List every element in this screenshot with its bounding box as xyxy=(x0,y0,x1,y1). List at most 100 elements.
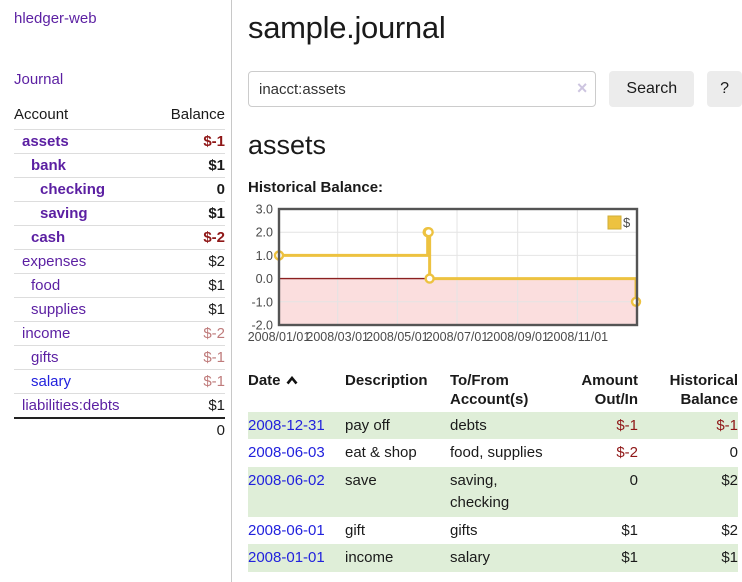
accounts-header-account: Account xyxy=(14,106,69,123)
search-input[interactable] xyxy=(248,71,597,107)
account-row: liabilities:debts $1 xyxy=(14,393,225,418)
register-header-accounts: To/From Account(s) xyxy=(450,370,552,412)
account-row: salary $-1 xyxy=(14,369,225,394)
historical-balance-chart: 3.0 2.0 1.0 0.0 -1.0 -2.02008/01/012008/03/01… xyxy=(248,203,642,344)
transaction-description: eat & shop xyxy=(345,444,417,462)
data-point xyxy=(424,273,435,284)
transaction-balance: $2 xyxy=(642,467,738,517)
transaction-accounts: salary xyxy=(450,544,552,572)
transaction-description: save xyxy=(345,467,450,517)
search-button[interactable]: Search xyxy=(609,71,695,107)
account-balance: $2 xyxy=(153,249,225,274)
transaction-amount: 0 xyxy=(552,467,642,517)
register-header-balance: Historical Balance xyxy=(642,370,738,412)
account-balance: $1 xyxy=(153,273,225,298)
accounts-table-body: assets $-1 bank $1 checking 0 saving $1 … xyxy=(14,129,225,418)
y-tick-label: 1.0 xyxy=(256,249,273,263)
account-row: expenses $2 xyxy=(14,249,225,274)
account-row: food $1 xyxy=(14,273,225,298)
app-title: hledger-web xyxy=(14,10,224,27)
data-point xyxy=(423,227,434,238)
account-row: bank $1 xyxy=(14,153,225,178)
transaction-date-link[interactable]: 2008-01-01 xyxy=(248,549,325,567)
register-header-accounts-line2: Account(s) xyxy=(450,390,529,408)
x-tick-label: 2008/11/01 xyxy=(547,330,609,344)
account-balance: $1 xyxy=(153,153,225,178)
x-tick-label: 2008/09/01 xyxy=(486,330,549,344)
transaction-balance: $2 xyxy=(721,521,738,539)
clear-search-icon[interactable]: × xyxy=(576,78,588,98)
transaction-amount: $-1 xyxy=(552,411,642,440)
y-tick-label: -1.0 xyxy=(251,295,273,309)
register-header-amount-line1: Amount xyxy=(581,372,638,389)
y-tick-label: 3.0 xyxy=(256,203,273,217)
account-balance: $1 xyxy=(153,297,225,322)
register-header-balance-line1: Historical xyxy=(669,372,738,389)
account-link[interactable]: income xyxy=(22,325,71,342)
account-row: assets $-1 xyxy=(14,129,225,154)
account-link[interactable]: salary xyxy=(31,373,72,390)
account-link[interactable]: supplies xyxy=(31,301,87,318)
account-balance: $-2 xyxy=(153,225,225,250)
page-title: sample.journal xyxy=(248,10,446,45)
register-header-amount: Amount Out/In xyxy=(552,370,642,412)
transaction-row: 2008-12-31 pay off debts $-1 $-1 xyxy=(248,411,738,440)
account-balance: $-1 xyxy=(153,129,225,154)
sidebar-item-journal[interactable]: Journal xyxy=(14,71,64,88)
register-header-amount-line2: Out/In xyxy=(594,390,638,408)
register-header-date[interactable]: Date xyxy=(248,370,345,412)
y-tick-label: -2.0 xyxy=(251,319,273,333)
transaction-balance: $-1 xyxy=(642,411,738,440)
app-title-link[interactable]: hledger-web xyxy=(14,10,97,27)
account-link[interactable]: cash xyxy=(31,229,66,246)
accounts-table: Account Balance assets $-1 bank $1 check… xyxy=(14,103,225,442)
chart-title: Historical Balance: xyxy=(248,179,384,196)
transaction-date-link[interactable]: 2008-06-01 xyxy=(248,521,325,539)
register-header-balance-line2: Balance xyxy=(680,390,738,408)
transaction-description: income xyxy=(345,544,450,572)
transaction-amount: $1 xyxy=(552,544,642,572)
account-link[interactable]: expenses xyxy=(22,253,87,270)
help-button[interactable]: ? xyxy=(707,71,742,107)
x-tick-label: 2008/07/01 xyxy=(426,330,489,344)
transaction-accounts: gifts xyxy=(450,521,478,539)
account-link[interactable]: bank xyxy=(31,157,67,174)
transaction-description: gift xyxy=(345,521,366,539)
register-table: Date Description To/From Account(s) Amou… xyxy=(248,370,738,572)
transaction-row: 2008-06-03 eat & shop food, supplies $-2… xyxy=(248,439,738,467)
register-header-description: Description xyxy=(345,372,428,389)
transaction-row: 2008-01-01 income salary $1 $1 xyxy=(248,544,738,572)
transaction-balance: $1 xyxy=(642,544,738,572)
legend-swatch xyxy=(607,215,622,230)
account-link[interactable]: liabilities:debts xyxy=(22,397,120,414)
transaction-row: 2008-06-02 save saving, checking 0 $2 xyxy=(248,467,738,517)
transaction-date-link[interactable]: 2008-12-31 xyxy=(248,416,325,434)
account-link[interactable]: saving xyxy=(40,205,88,222)
accounts-total-row: 0 xyxy=(14,417,225,442)
account-heading: assets xyxy=(248,130,327,160)
account-row: income $-2 xyxy=(14,321,225,346)
account-row: checking 0 xyxy=(14,177,225,202)
account-link[interactable]: food xyxy=(31,277,61,294)
account-row: gifts $-1 xyxy=(14,345,225,370)
transaction-accounts: debts xyxy=(450,411,552,440)
account-balance: $-1 xyxy=(153,369,225,394)
transaction-description: pay off xyxy=(345,411,450,440)
transaction-amount: $-2 xyxy=(616,444,638,462)
journal-nav: Journal xyxy=(14,71,224,88)
transaction-row: 2008-06-01 gift gifts $1 $2 xyxy=(248,517,738,545)
account-balance: $1 xyxy=(153,393,225,418)
account-balance: $-2 xyxy=(153,321,225,346)
account-row: saving $1 xyxy=(14,201,225,226)
sidebar: hledger-web Journal Account Balance asse… xyxy=(0,0,232,582)
account-link[interactable]: assets xyxy=(22,133,69,150)
account-link[interactable]: gifts xyxy=(31,349,59,366)
account-link[interactable]: checking xyxy=(40,181,106,198)
transaction-amount: $1 xyxy=(621,521,638,539)
transaction-date-link[interactable]: 2008-06-03 xyxy=(248,444,325,462)
transaction-date-link[interactable]: 2008-06-02 xyxy=(248,472,325,489)
x-tick-label: 2008/05/01 xyxy=(366,330,429,344)
transaction-accounts: food, supplies xyxy=(450,444,543,462)
account-row: supplies $1 xyxy=(14,297,225,322)
account-balance: $1 xyxy=(153,201,225,226)
